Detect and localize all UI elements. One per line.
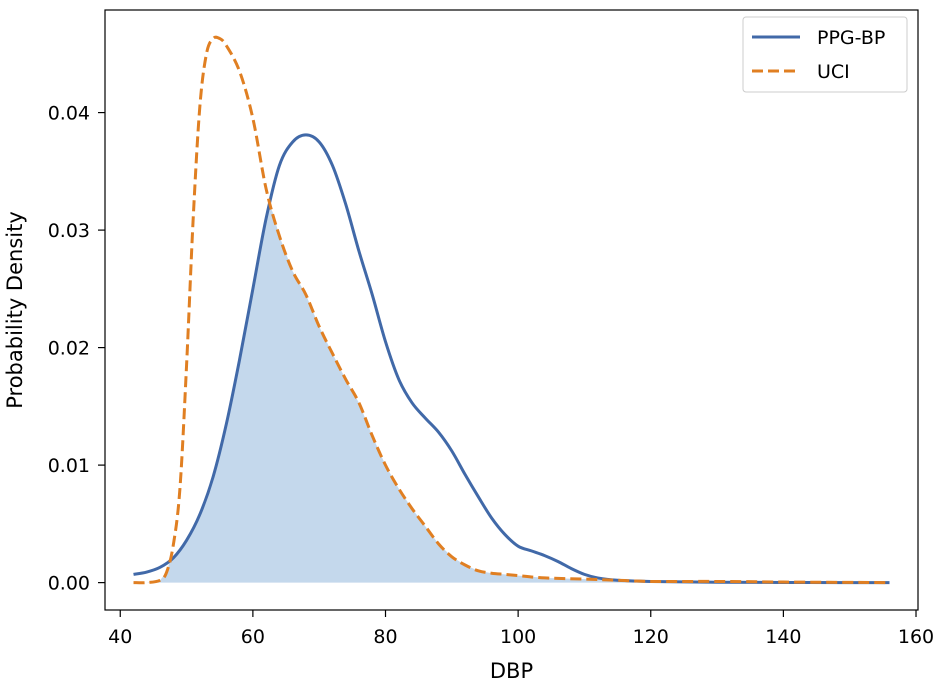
x-tick-label: 60 [241, 626, 265, 648]
x-tick-label: 140 [765, 626, 801, 648]
x-tick-label: 40 [108, 626, 132, 648]
x-tick-label: 100 [500, 626, 536, 648]
y-axis-ticks: 0.00 0.01 0.02 0.03 0.04 [48, 103, 105, 595]
overlap-fill-layer [133, 205, 890, 583]
overlap-fill-area [133, 205, 890, 583]
legend: PPG-BP UCI [742, 16, 908, 93]
y-tick-label: 0.01 [48, 455, 90, 477]
y-tick-label: 0.03 [48, 220, 90, 242]
y-tick-label: 0.00 [48, 573, 90, 595]
legend-label-uci: UCI [817, 61, 850, 83]
legend-label-ppg-bp: PPG-BP [817, 27, 885, 49]
axes-frame [104, 9, 919, 611]
y-axis-label: Probability Density [3, 211, 27, 409]
x-tick-label: 160 [898, 626, 934, 648]
x-axis-ticks: 40 60 80 100 120 140 160 [108, 610, 934, 648]
y-tick-label: 0.02 [48, 338, 90, 360]
series-line-uci [133, 35, 890, 585]
x-tick-label: 80 [373, 626, 397, 648]
series-line-ppg-bp [133, 133, 890, 585]
x-axis-label: DBP [490, 659, 533, 683]
y-tick-label: 0.04 [48, 103, 90, 125]
series-layer [133, 35, 890, 585]
x-tick-label: 120 [633, 626, 669, 648]
